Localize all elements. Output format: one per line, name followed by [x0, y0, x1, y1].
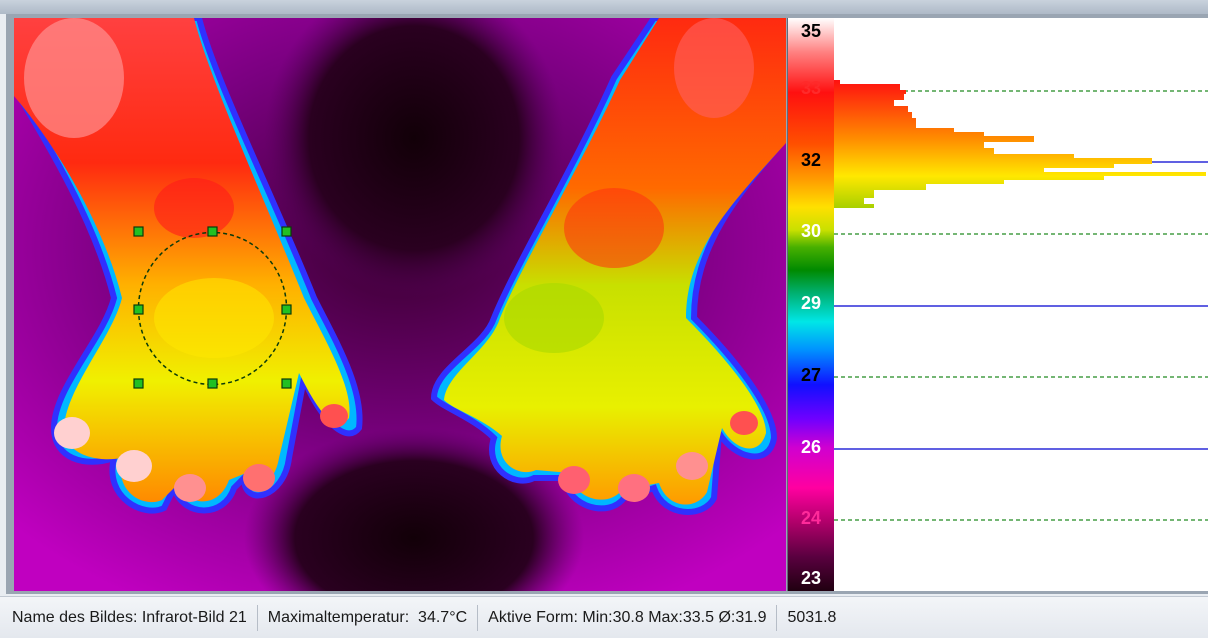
right-hand	[430, 18, 786, 515]
status-image-name: Name des Bildes: Infrarot-Bild 21	[0, 604, 258, 631]
scale-label-26: 26	[800, 437, 822, 457]
scale-label-30: 30	[800, 221, 822, 241]
selection-handle-w[interactable]	[133, 304, 144, 315]
status-active-shape: Aktive Form: Min:30.8 Max:33.5 Ø:31.9	[478, 604, 778, 631]
thermal-image[interactable]	[14, 18, 786, 591]
selection-handle-se[interactable]	[281, 378, 292, 389]
status-bar: Name des Bildes: Infrarot-Bild 21 Maxima…	[0, 596, 1208, 638]
temperature-color-scale: 35 33 32 30 29 27 26 24 23	[787, 18, 834, 591]
scale-label-32: 32	[800, 150, 822, 170]
scale-label-24: 24	[800, 508, 822, 528]
selection-handle-sw[interactable]	[133, 378, 144, 389]
scale-label-23: 23	[800, 568, 822, 588]
scale-label-29: 29	[800, 293, 822, 313]
histogram-bars	[834, 80, 1206, 208]
scale-label-33: 33	[800, 78, 822, 98]
selection-handle-nw[interactable]	[133, 226, 144, 237]
scale-label-35: 35	[800, 21, 822, 41]
selection-handle-ne[interactable]	[281, 226, 292, 237]
status-max-temperature: Maximaltemperatur: 34.7°C	[258, 604, 479, 631]
left-hand	[14, 18, 363, 514]
status-value: 5031.8	[787, 608, 837, 626]
window-top-bar	[0, 0, 1208, 14]
selection-handle-n[interactable]	[207, 226, 218, 237]
selection-handle-s[interactable]	[207, 378, 218, 389]
temperature-histogram	[834, 18, 1208, 591]
scale-label-27: 27	[800, 365, 822, 385]
selection-handle-e[interactable]	[281, 304, 292, 315]
